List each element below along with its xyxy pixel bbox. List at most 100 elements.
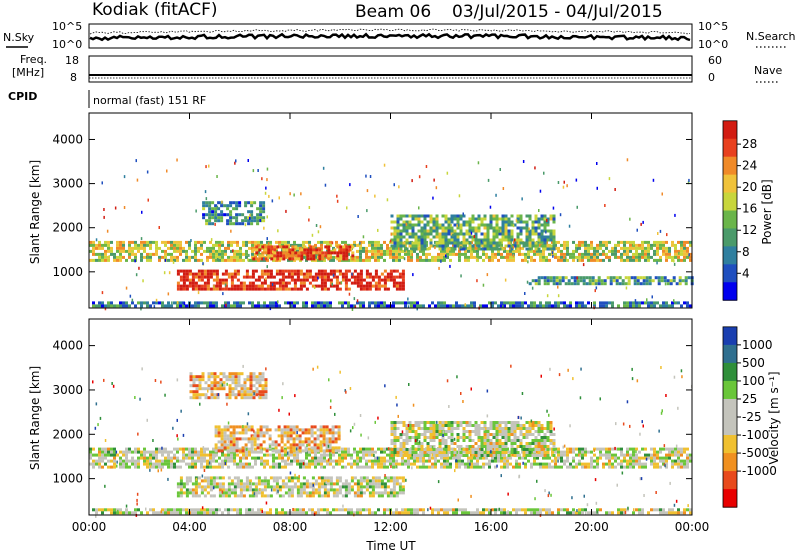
power-cell <box>380 304 383 308</box>
power-speck <box>486 273 489 277</box>
velocity-cell <box>194 482 198 486</box>
velocity-cell <box>435 427 439 430</box>
velocity-cell <box>395 459 398 463</box>
velocity-cell <box>513 427 517 430</box>
power-cell <box>296 287 300 291</box>
power-cell <box>176 258 179 262</box>
velocity-cell <box>632 459 635 463</box>
velocity-cell <box>623 465 626 469</box>
power-speck <box>101 181 103 185</box>
power-cell <box>440 252 443 256</box>
velocity-cell <box>113 456 116 460</box>
velocity-cell <box>471 424 475 427</box>
power-cell <box>245 252 248 256</box>
velocity-cell <box>322 443 326 447</box>
power-cell <box>206 255 209 259</box>
power-cell <box>642 282 646 286</box>
power-cell <box>428 258 431 262</box>
power-speck <box>168 271 171 275</box>
velocity-cell <box>245 465 248 469</box>
power-cell <box>260 281 264 285</box>
velocity-cell <box>317 482 321 486</box>
velocity-cell <box>368 465 371 469</box>
velocity-cell <box>167 459 170 463</box>
power-speck <box>248 253 250 257</box>
power-colorbar-tick: 20 <box>742 180 757 194</box>
power-cell <box>272 304 275 308</box>
power-cell <box>229 213 233 217</box>
velocity-cell <box>516 421 520 424</box>
power-cell <box>411 247 415 251</box>
velocity-cell <box>236 453 239 457</box>
velocity-cell <box>95 459 98 463</box>
velocity-cell <box>626 465 629 469</box>
power-cell <box>660 279 664 283</box>
velocity-cell <box>680 462 683 466</box>
power-cell <box>365 249 368 253</box>
power-cell <box>353 258 356 262</box>
velocity-cell <box>503 456 506 460</box>
power-cell <box>188 240 191 244</box>
power-cell <box>524 255 527 259</box>
velocity-cell <box>239 494 243 498</box>
velocity-cell <box>429 439 433 442</box>
velocity-cell <box>411 445 415 448</box>
power-cell <box>267 251 271 255</box>
power-cell <box>152 240 155 244</box>
power-speck <box>213 285 215 289</box>
velocity-cell <box>242 482 246 486</box>
power-cell <box>477 214 481 218</box>
power-cell <box>576 276 580 280</box>
power-cell <box>197 269 201 273</box>
power-cell <box>98 255 101 259</box>
power-cell <box>318 251 322 255</box>
power-cell <box>596 258 599 262</box>
power-speck <box>678 251 680 255</box>
power-cell <box>146 240 149 244</box>
velocity-cell <box>404 459 407 463</box>
velocity-cell <box>477 433 481 436</box>
power-cell <box>647 249 650 253</box>
power-cell <box>491 258 494 262</box>
velocity-cell <box>486 439 490 442</box>
power-cell <box>488 301 491 305</box>
velocity-cell <box>528 427 532 430</box>
velocity-cell <box>467 456 470 460</box>
velocity-cell <box>292 431 296 435</box>
power-cell <box>233 284 237 288</box>
power-cell <box>206 278 210 282</box>
velocity-cell <box>423 454 427 457</box>
power-speck <box>432 196 434 200</box>
velocity-cell <box>380 456 383 460</box>
power-speck <box>626 158 629 162</box>
velocity-cell <box>329 488 333 492</box>
velocity-cell <box>254 459 257 463</box>
velocity-cell <box>432 439 436 442</box>
power-cell <box>398 281 402 285</box>
power-cell <box>546 229 550 233</box>
power-cell <box>684 282 688 286</box>
velocity-cell <box>214 443 218 447</box>
power-cell <box>456 241 460 245</box>
power-cell <box>344 278 348 282</box>
velocity-cell <box>98 456 101 460</box>
power-cell <box>629 258 632 262</box>
velocity-cell <box>263 465 266 469</box>
power-cell <box>347 278 351 282</box>
power-cell <box>179 243 182 247</box>
power-speck <box>136 178 139 182</box>
power-cell <box>374 255 377 259</box>
velocity-cell <box>686 465 689 469</box>
power-cell <box>444 229 448 233</box>
velocity-cell <box>329 456 332 460</box>
power-cell <box>404 301 407 305</box>
power-cell <box>513 241 517 245</box>
power-cell <box>107 243 110 247</box>
power-cell <box>435 229 439 233</box>
velocity-cell <box>146 450 149 454</box>
power-cell <box>380 246 383 250</box>
velocity-cell <box>236 476 240 480</box>
velocity-cell <box>227 456 230 460</box>
velocity-cell <box>407 462 410 466</box>
power-cell <box>200 258 203 262</box>
